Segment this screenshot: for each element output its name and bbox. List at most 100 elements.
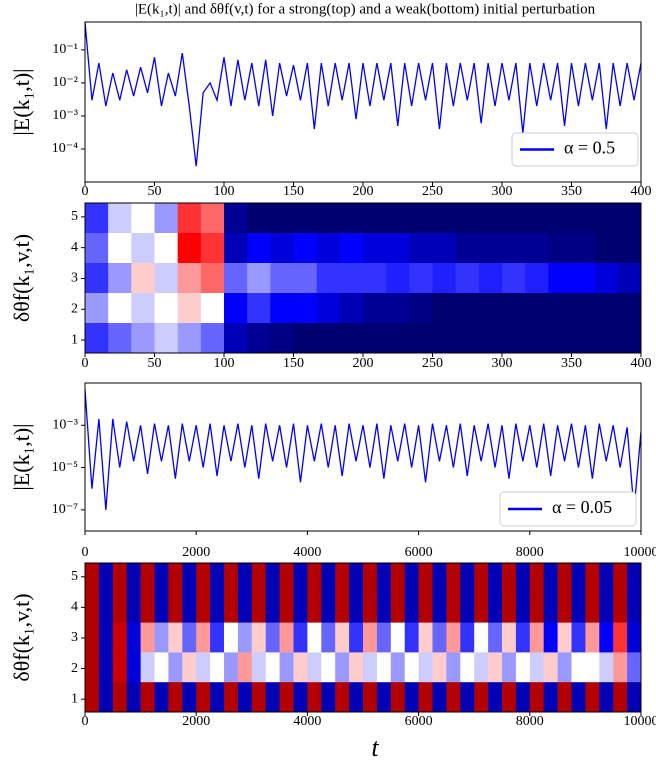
heatmap-cell — [237, 682, 253, 712]
heatmap-cell — [98, 592, 114, 624]
heatmap-cell — [627, 682, 641, 712]
heatmap-cell — [182, 682, 197, 712]
heatmap-cell — [307, 652, 322, 683]
heatmap-cell — [432, 652, 447, 683]
heatmap-cell — [446, 563, 461, 594]
heatmap-cell — [293, 592, 308, 624]
heatmap-cell — [613, 652, 628, 683]
y-tick-label: 10⁻⁴ — [52, 141, 78, 156]
heatmap-cell — [224, 203, 248, 234]
heatmap-cell — [386, 233, 410, 264]
heatmap-cell — [488, 563, 503, 594]
heatmap-cell — [270, 263, 294, 294]
heatmap-cell — [376, 682, 392, 712]
heatmap-cell — [418, 622, 433, 653]
y-axis-label: |E(k₁,t)| — [9, 68, 34, 135]
heatmap-cell — [488, 682, 503, 712]
heatmap-cell — [182, 563, 197, 594]
heatmap-cell — [585, 592, 600, 624]
heatmap-cell — [418, 652, 433, 683]
heatmap-cell — [376, 622, 392, 653]
y-tick-label: 10⁻³ — [52, 108, 78, 123]
heatmap-cell — [502, 293, 526, 324]
heatmap-cell — [409, 263, 433, 294]
heatmap-cell — [515, 622, 531, 653]
heatmap-cell — [390, 592, 406, 624]
heatmap-cell — [349, 592, 364, 624]
heatmap-cell — [265, 652, 281, 683]
heatmap-cell — [474, 622, 489, 653]
heatmap-cell — [316, 233, 341, 264]
heatmap-cell — [85, 682, 100, 712]
heatmap-cell — [376, 563, 392, 594]
heatmap-cell — [335, 563, 350, 594]
y-tick-label: 10⁻³ — [52, 418, 78, 433]
x-tick-label: 6000 — [405, 545, 433, 560]
heatmap-cell — [126, 652, 142, 683]
y-tick-label: 2 — [71, 661, 78, 676]
heatmap-cell — [293, 622, 308, 653]
heatmap-cell — [251, 563, 267, 594]
y-tick-label: 5 — [71, 209, 78, 224]
y-axis-label: δθf(k₁,v,t) — [9, 234, 34, 322]
heatmap-cell — [460, 563, 475, 594]
heatmap-cell — [154, 323, 179, 353]
heatmap-cell — [557, 592, 572, 624]
heatmap-cell — [515, 682, 531, 712]
heatmap-cell — [251, 592, 267, 624]
heatmap-cell — [247, 293, 271, 324]
heatmap-cell — [316, 203, 341, 234]
heatmap-cell — [446, 682, 461, 712]
x-tick-label: 300 — [492, 356, 513, 371]
x-tick-label: 300 — [492, 184, 513, 199]
heatmap-cell — [515, 563, 531, 594]
heatmap-cell — [548, 233, 572, 264]
y-tick-label: 3 — [71, 630, 78, 645]
axes-frame — [84, 382, 642, 532]
heatmap-cell — [279, 682, 294, 712]
heatmap-cell — [196, 652, 211, 683]
heatmap-cell — [571, 622, 586, 653]
heatmap-cell — [617, 203, 641, 234]
heatmap-cell — [131, 233, 155, 264]
heatmap-cell — [293, 682, 308, 712]
heatmap-cell — [502, 203, 526, 234]
heatmap-cell — [474, 592, 489, 624]
heatmap-cell — [85, 263, 109, 294]
heatmap-cell — [515, 592, 531, 624]
heatmap-cell — [168, 592, 183, 624]
heatmap-cell — [390, 622, 406, 653]
heatmap-cell — [488, 592, 503, 624]
x-tick-label: 2000 — [182, 545, 210, 560]
heatmap-cell — [613, 682, 628, 712]
heatmap-cell — [265, 622, 281, 653]
heatmap-cell — [363, 263, 387, 294]
heatmap-cell — [404, 563, 420, 594]
heatmap-cell — [224, 293, 248, 324]
heatmap-cell — [279, 652, 294, 683]
x-tick-label: 350 — [561, 356, 582, 371]
heatmap-cell — [131, 203, 155, 234]
heatmap-cell — [571, 323, 596, 353]
heatmap-cell — [363, 293, 387, 324]
y-tick-label: 4 — [71, 600, 78, 615]
heatmap-cell — [529, 563, 545, 594]
heatmap-cell — [321, 563, 336, 594]
heatmap-cell — [548, 323, 572, 353]
x-tick-label: 100 — [214, 356, 235, 371]
heatmap-cell — [525, 233, 549, 264]
heatmap-cell — [404, 592, 420, 624]
heatmap-cell — [200, 233, 225, 264]
heatmap-cell — [224, 263, 248, 294]
heatmap-cell — [196, 563, 211, 594]
heatmap-cell — [237, 652, 253, 683]
x-axis-label: t — [371, 733, 379, 762]
heatmap-cell — [525, 263, 549, 294]
heatmap-cell — [196, 682, 211, 712]
heatmap-cell — [543, 682, 559, 712]
heatmap-cell — [432, 203, 457, 234]
heatmap-cell — [85, 323, 109, 353]
heatmap-cell — [237, 592, 253, 624]
heatmap-cell — [85, 652, 100, 683]
heatmap-cell — [321, 592, 336, 624]
